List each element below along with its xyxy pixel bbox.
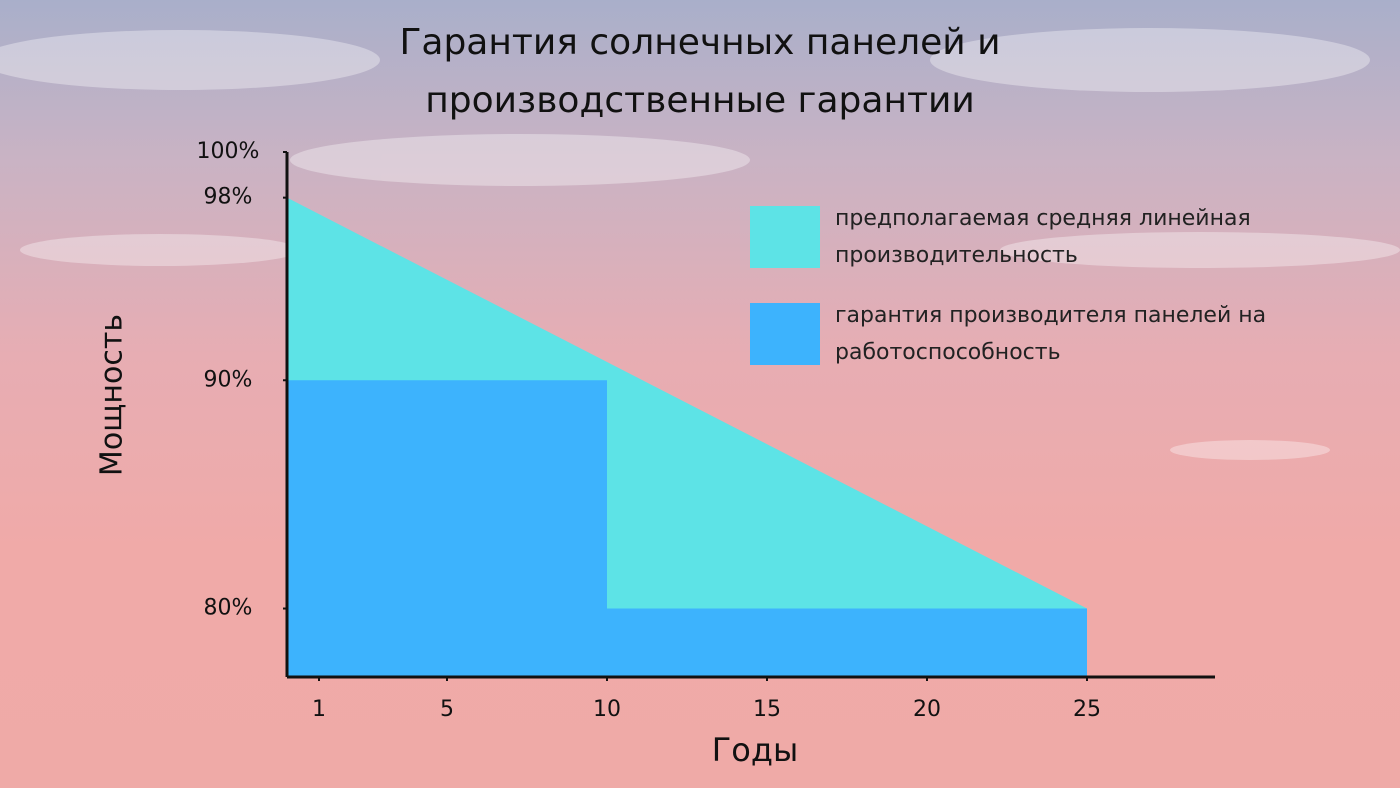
clouds: [0, 28, 1400, 460]
y-tick-label: 80%: [204, 596, 253, 621]
legend-swatch: [750, 206, 820, 268]
legend-label: предполагаемая средняя линейная производ…: [835, 206, 1251, 268]
legend-label: гарантия производителя панелей на работо…: [835, 303, 1267, 365]
area: [287, 380, 1087, 677]
x-tick-label: 15: [753, 697, 781, 722]
x-tick-label: 10: [593, 697, 621, 722]
y-tick-label: 90%: [204, 367, 253, 392]
legend-swatch: [750, 303, 820, 365]
y-tick-label: 100%: [197, 139, 260, 164]
x-tick-label: 5: [440, 697, 454, 722]
x-tick-label: 20: [913, 697, 941, 722]
x-axis-label: Годы: [712, 731, 798, 769]
chart-title: Гарантия солнечных панелей и производств…: [399, 22, 1001, 121]
x-tick-label: 25: [1073, 697, 1101, 722]
y-axis-label: Мощность: [95, 314, 130, 476]
legend-entry: предполагаемая средняя линейная производ…: [750, 200, 1330, 274]
legend-entry: гарантия производителя панелей на работо…: [750, 297, 1330, 371]
x-tick-label: 1: [312, 697, 326, 722]
y-tick-label: 98%: [204, 185, 253, 210]
